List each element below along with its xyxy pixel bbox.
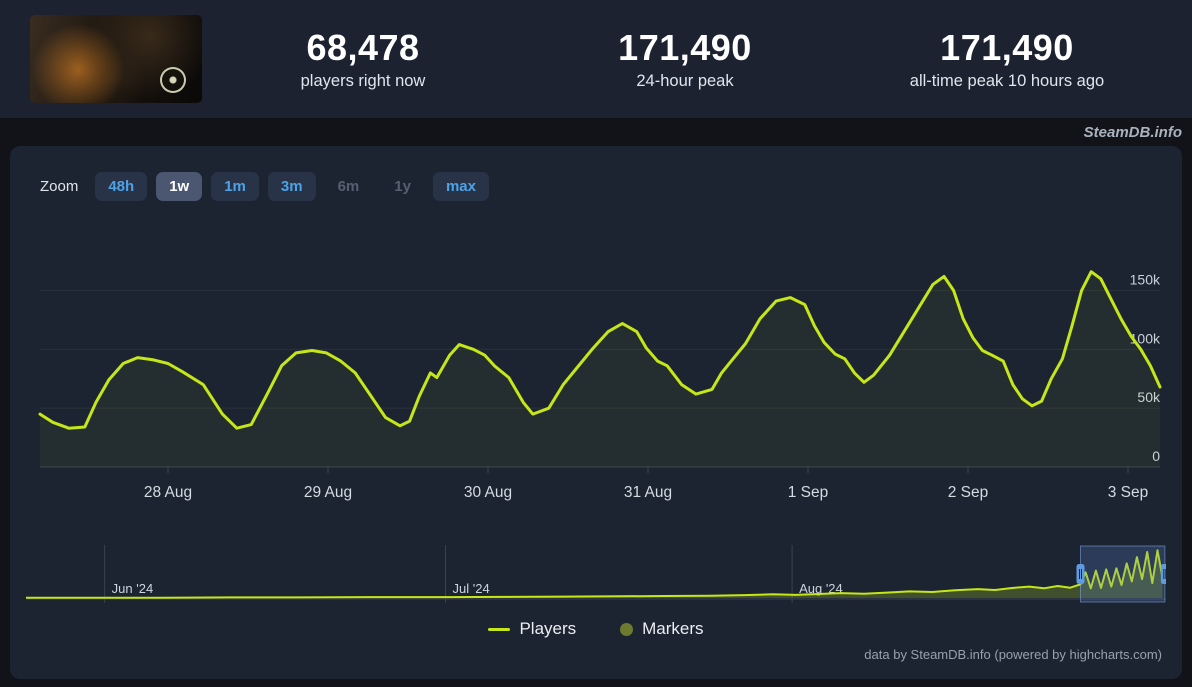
zoom-1w-button[interactable]: 1w bbox=[156, 172, 203, 201]
chart-legend: Players Markers bbox=[26, 619, 1166, 639]
svg-text:0: 0 bbox=[1152, 448, 1160, 464]
zoom-max-button[interactable]: max bbox=[432, 172, 489, 201]
stats-row: 68,478 players right now 171,490 24-hour… bbox=[202, 27, 1168, 91]
svg-text:3 Sep: 3 Sep bbox=[1108, 484, 1149, 501]
watermark-strip: SteamDB.info bbox=[0, 118, 1192, 146]
legend-item-players[interactable]: Players bbox=[488, 619, 576, 639]
alltime-peak-value: 171,490 bbox=[940, 27, 1074, 68]
zoom-3m-button[interactable]: 3m bbox=[267, 172, 316, 201]
stat-24h-peak: 171,490 24-hour peak bbox=[524, 27, 846, 91]
svg-text:28 Aug: 28 Aug bbox=[144, 484, 192, 501]
zoom-48h-button[interactable]: 48h bbox=[95, 172, 148, 201]
thumbnail-compass-icon bbox=[160, 67, 186, 93]
svg-text:30 Aug: 30 Aug bbox=[464, 484, 512, 501]
peak-24h-label: 24-hour peak bbox=[636, 72, 734, 90]
svg-text:29 Aug: 29 Aug bbox=[304, 484, 352, 501]
players-line-chart[interactable]: 0 50k 100k 150k 28 Aug 29 Aug 30 Aug 31 Aug 1 Se… bbox=[26, 235, 1166, 515]
svg-text:2 Sep: 2 Sep bbox=[948, 484, 989, 501]
players-now-label: players right now bbox=[300, 72, 426, 90]
chart-credit: data by SteamDB.info (powered by highcha… bbox=[864, 647, 1162, 662]
legend-item-markers[interactable]: Markers bbox=[620, 619, 704, 639]
peak-24h-value: 171,490 bbox=[618, 27, 752, 68]
chart-panel: Zoom 48h 1w 1m 3m 6m 1y max 0 50k 100k 150k… bbox=[10, 146, 1182, 679]
stat-alltime-peak: 171,490 all-time peak 10 hours ago bbox=[846, 27, 1168, 91]
zoom-1y-button: 1y bbox=[381, 172, 424, 201]
zoom-6m-button: 6m bbox=[325, 172, 373, 201]
svg-text:Jun '24: Jun '24 bbox=[112, 581, 154, 596]
svg-text:Jul '24: Jul '24 bbox=[453, 581, 490, 596]
alltime-peak-label: all-time peak 10 hours ago bbox=[909, 72, 1105, 90]
svg-text:Aug '24: Aug '24 bbox=[799, 581, 843, 596]
legend-players-label: Players bbox=[519, 619, 577, 638]
zoom-label: Zoom bbox=[40, 178, 79, 195]
steamdb-watermark: SteamDB.info bbox=[1083, 123, 1182, 141]
markers-dot-icon bbox=[620, 622, 634, 636]
stats-header: 68,478 players right now 171,490 24-hour… bbox=[0, 0, 1192, 118]
range-navigator[interactable]: Jun '24 Jul '24 Aug '24 bbox=[26, 545, 1166, 603]
players-now-value: 68,478 bbox=[306, 27, 420, 68]
stat-players-now: 68,478 players right now bbox=[202, 27, 524, 91]
zoom-controls: Zoom 48h 1w 1m 3m 6m 1y max bbox=[40, 172, 1166, 201]
zoom-1m-button[interactable]: 1m bbox=[211, 172, 259, 201]
svg-text:1 Sep: 1 Sep bbox=[788, 484, 829, 501]
players-line-icon bbox=[488, 627, 511, 631]
game-thumbnail[interactable] bbox=[30, 15, 202, 103]
legend-markers-label: Markers bbox=[642, 619, 704, 638]
svg-text:150k: 150k bbox=[1130, 272, 1161, 288]
svg-text:31 Aug: 31 Aug bbox=[624, 484, 672, 501]
svg-text:50k: 50k bbox=[1137, 389, 1161, 405]
svg-text:100k: 100k bbox=[1130, 330, 1161, 346]
